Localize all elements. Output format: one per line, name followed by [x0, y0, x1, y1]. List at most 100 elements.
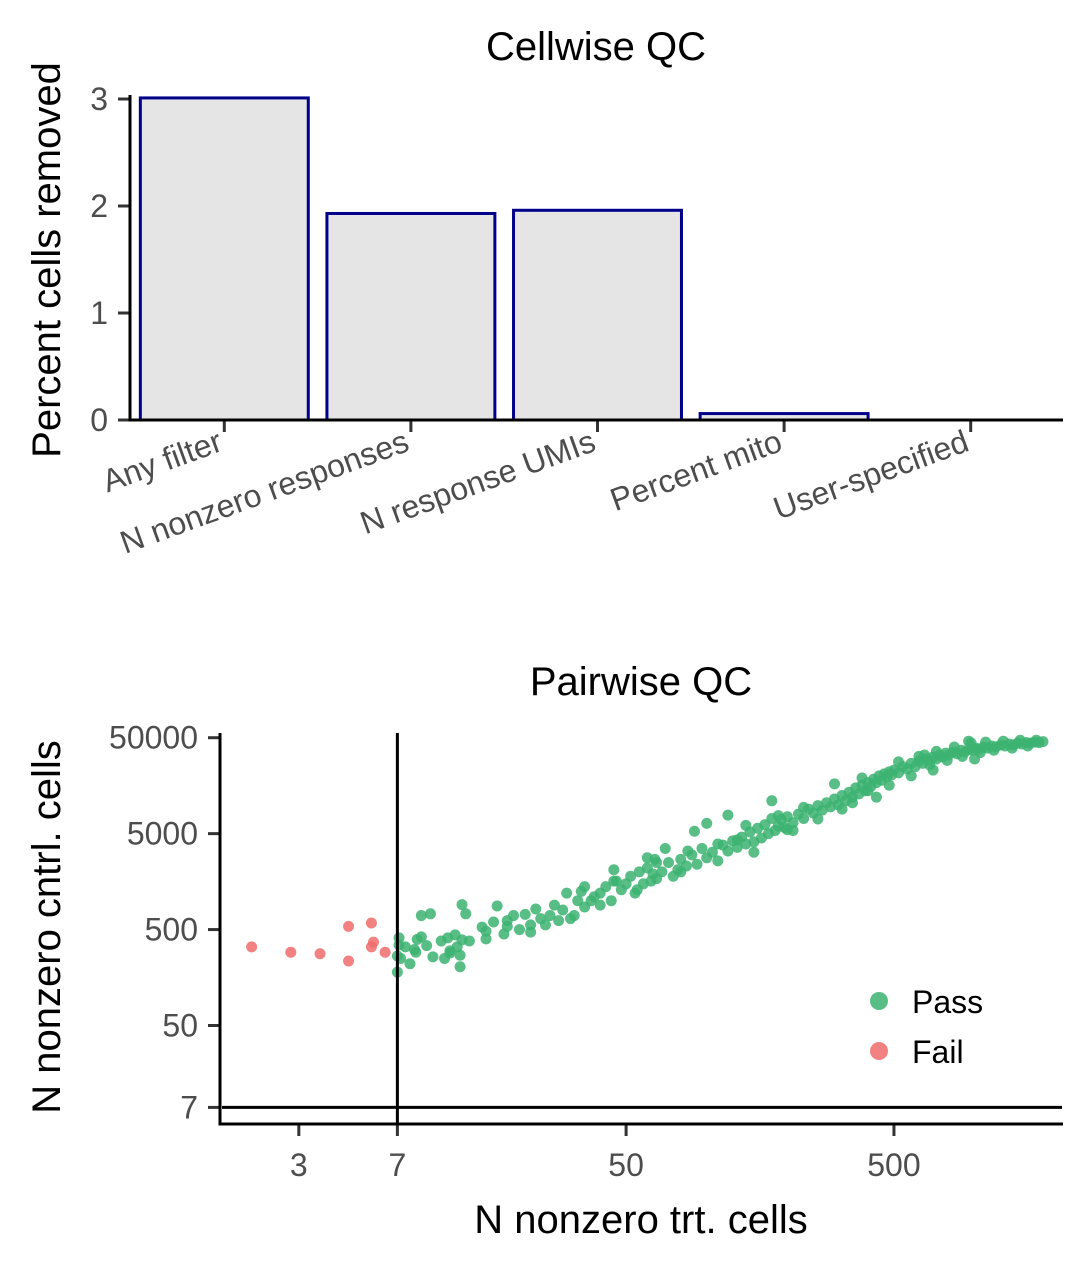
cellwise-y-ticks: 0 1 2 3	[90, 81, 130, 438]
point-pass-22	[480, 933, 492, 945]
point-pass-192	[682, 845, 694, 857]
point-pass-47	[605, 895, 617, 907]
point-pass-31	[530, 903, 542, 915]
point-pass-20	[456, 899, 468, 911]
point-pass-193	[712, 838, 724, 850]
point-pass-191	[651, 857, 663, 869]
point-pass-61	[663, 857, 675, 869]
point-pass-158	[722, 809, 734, 821]
point-fail-7	[367, 936, 379, 948]
point-pass-201	[870, 791, 882, 803]
pairwise-chart-title: Pairwise QC	[530, 660, 752, 704]
point-pass-195	[772, 810, 784, 822]
point-fail-4	[343, 920, 355, 932]
point-pass-183	[454, 949, 466, 961]
point-pass-10	[424, 908, 436, 920]
point-pass-180	[501, 920, 513, 932]
point-pass-190	[608, 864, 620, 876]
point-pass-196	[798, 801, 810, 813]
point-pass-179	[525, 926, 537, 938]
point-fail-1	[285, 946, 297, 958]
point-pass-34	[544, 910, 556, 922]
y-tick-label-0: 0	[90, 402, 108, 438]
point-pass-204	[905, 770, 917, 782]
point-pass-175	[659, 843, 671, 855]
point-pass-209	[948, 741, 960, 753]
point-pass-163	[608, 875, 620, 887]
point-pass-24	[491, 900, 503, 912]
point-pass-170	[766, 795, 778, 807]
x-tick-label-3: 500	[867, 1147, 920, 1183]
pairwise-x-ticks: 3 7 50 500	[290, 1124, 921, 1183]
point-pass-178	[553, 915, 565, 927]
cellwise-qc-panel: Cellwise QC Percent cells removed 0 1 2 3 A…	[25, 25, 1063, 561]
x-tick-label-0: 3	[290, 1147, 308, 1183]
point-pass-27	[508, 910, 520, 922]
x-tick-label-3: Percent mito	[605, 423, 786, 518]
point-pass-174	[701, 817, 713, 829]
point-pass-176	[631, 884, 643, 896]
cellwise-bars	[138, 96, 870, 422]
point-pass-214	[988, 744, 1000, 756]
point-pass-7	[415, 931, 427, 943]
point-pass-212	[974, 747, 986, 759]
legend-label-fail: Fail	[912, 1034, 964, 1070]
x-tick-label-4: User-specified	[769, 423, 973, 527]
point-pass-186	[410, 946, 422, 958]
point-pass-46	[600, 881, 612, 893]
point-pass-4	[404, 958, 416, 970]
bar-0	[138, 96, 310, 422]
point-pass-165	[862, 785, 874, 797]
point-pass-60	[656, 866, 668, 878]
point-pass-39	[568, 910, 580, 922]
y-tick-label-1: 50	[162, 1007, 198, 1043]
point-pass-197	[812, 813, 824, 825]
point-pass-23	[488, 916, 500, 928]
point-pass-17	[454, 961, 466, 973]
legend-label-pass: Pass	[912, 984, 983, 1020]
y-tick-label-1: 1	[90, 295, 108, 331]
point-pass-161	[748, 846, 760, 858]
point-pass-217	[1014, 734, 1026, 746]
pairwise-x-axis-title: N nonzero trt. cells	[474, 1198, 807, 1242]
point-pass-70	[706, 846, 718, 858]
point-pass-9	[421, 940, 433, 952]
point-pass-198	[836, 803, 848, 815]
point-pass-200	[856, 772, 868, 784]
point-pass-3	[393, 932, 405, 944]
point-pass-37	[561, 887, 573, 899]
point-pass-162	[675, 866, 687, 878]
point-pass-92	[798, 812, 810, 824]
point-pass-218	[1022, 740, 1034, 752]
legend-key-pass	[870, 992, 888, 1010]
point-pass-210	[956, 750, 968, 762]
x-tick-label-0: Any filter	[97, 423, 227, 500]
x-tick-label-2: 50	[608, 1147, 644, 1183]
point-pass-216	[1006, 742, 1018, 754]
point-pass-205	[913, 750, 925, 762]
pairwise-qc-panel: Pairwise QC N nonzero trt. cells N nonze…	[25, 660, 1063, 1242]
cellwise-y-axis-title: Percent cells removed	[25, 62, 69, 458]
point-pass-219	[1030, 734, 1042, 746]
pairwise-y-axis-title: N nonzero cntrl. cells	[25, 740, 69, 1113]
point-pass-208	[941, 754, 953, 766]
legend-key-fail	[870, 1042, 888, 1060]
point-pass-172	[731, 834, 743, 846]
point-pass-36	[557, 904, 569, 916]
point-pass-8	[415, 910, 427, 922]
point-pass-182	[463, 935, 475, 947]
point-pass-71	[712, 855, 724, 867]
y-tick-label-4: 50000	[109, 720, 198, 756]
point-pass-173	[688, 825, 700, 837]
point-pass-202	[883, 779, 895, 791]
y-tick-label-0: 7	[180, 1089, 198, 1125]
point-pass-177	[594, 899, 606, 911]
point-fail-2	[314, 948, 326, 960]
y-tick-label-2: 2	[90, 188, 108, 224]
point-fail-0	[246, 941, 258, 953]
point-pass-33	[539, 919, 551, 931]
point-pass-160	[641, 852, 653, 864]
point-pass-206	[924, 759, 936, 771]
point-fail-5	[365, 917, 377, 929]
